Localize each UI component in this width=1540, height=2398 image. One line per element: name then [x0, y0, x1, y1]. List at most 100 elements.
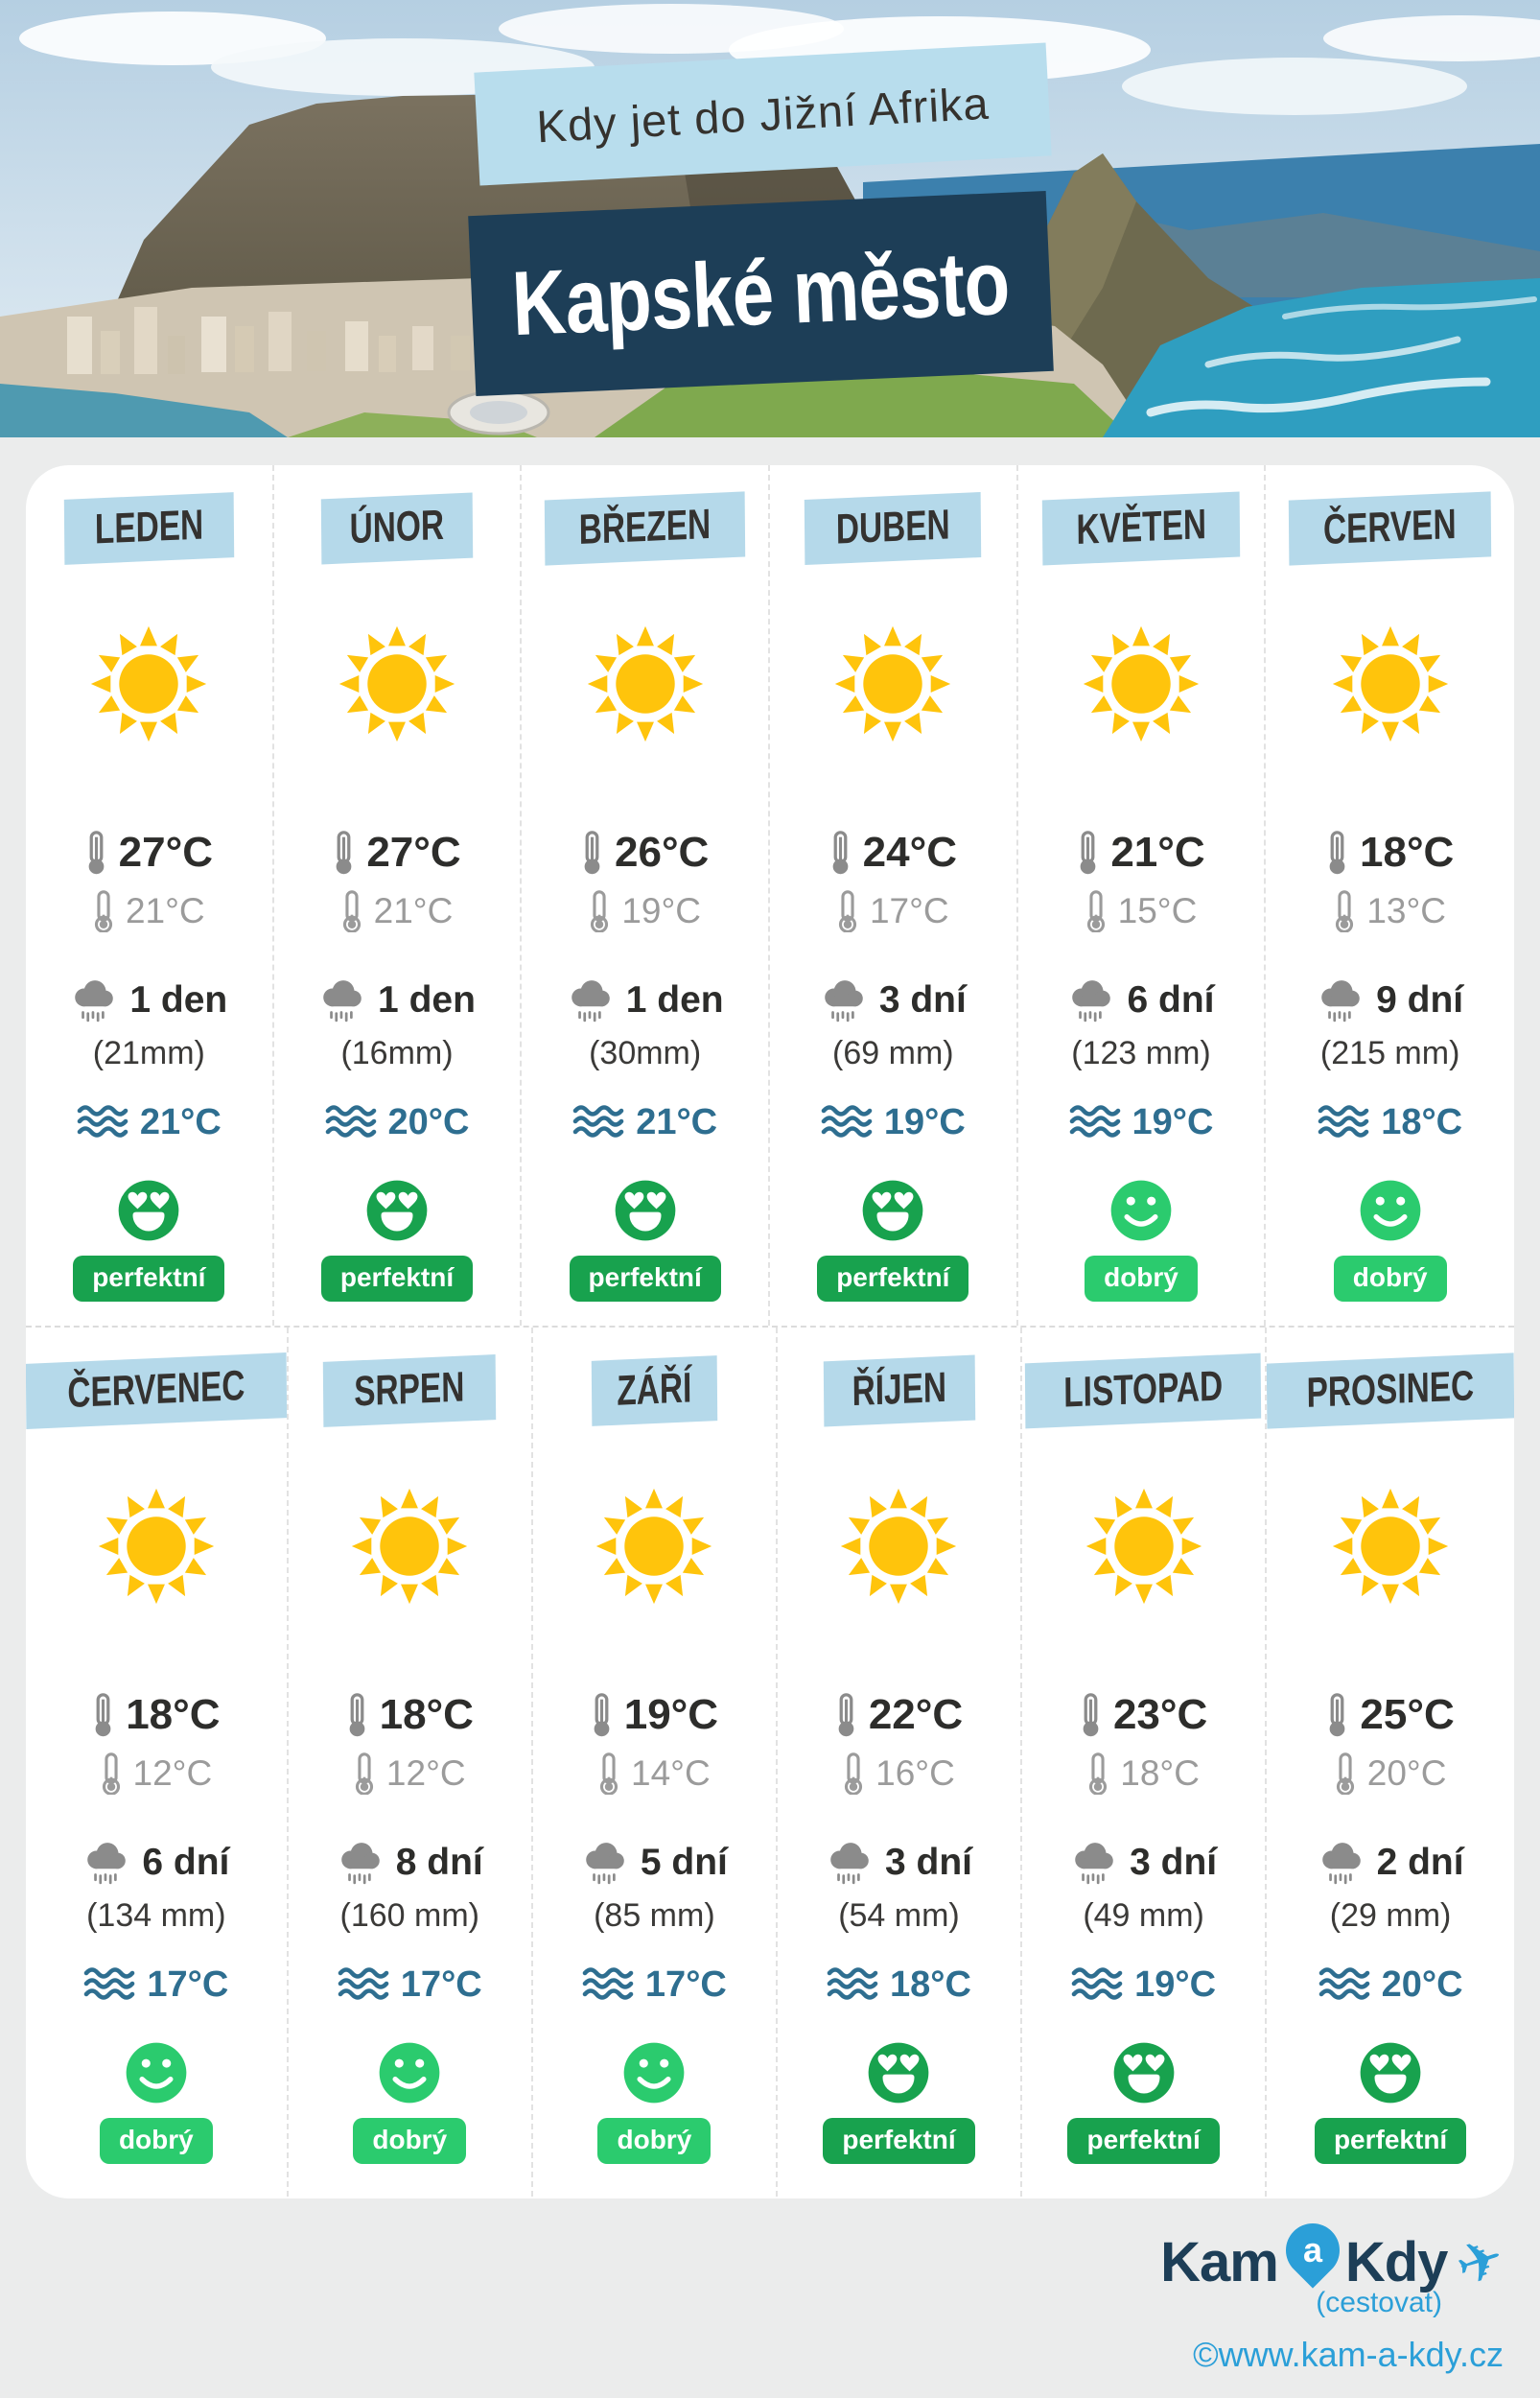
- month-name-label: BŘEZEN: [545, 491, 746, 566]
- sea-temperature: 18°C: [1318, 1098, 1462, 1146]
- heart-eyes-smiley-icon: [869, 2042, 929, 2104]
- sun-icon: [1080, 623, 1202, 745]
- rain-cloud-icon: [323, 980, 362, 1023]
- month-card-září: ZÁŘÍ: [533, 1328, 778, 2197]
- rain-amount: (123 mm): [1071, 1034, 1211, 1071]
- month-card-květen: KVĚTEN: [1018, 465, 1267, 1326]
- rating-badge: dobrý: [99, 2118, 213, 2164]
- thermometer-high-icon: [594, 1693, 610, 1737]
- waves-icon: [572, 1105, 624, 1138]
- mood-smiley-icon: [365, 1179, 429, 1242]
- waves-icon: [77, 1105, 128, 1138]
- mood-smiley-icon: [1109, 1179, 1173, 1242]
- thermometer-high-icon: [349, 1693, 364, 1737]
- rating-badge: dobrý: [1333, 1256, 1447, 1302]
- sea-temperature: 21°C: [77, 1098, 222, 1146]
- rainy-days: 6 dní: [1067, 974, 1215, 1027]
- rating-badge: perfektní: [320, 1256, 474, 1302]
- sun-icon: [1083, 1485, 1205, 1608]
- heart-eyes-smiley-icon: [1113, 2042, 1174, 2104]
- month-card-únor: ÚNOR: [274, 465, 523, 1326]
- month-name-label: DUBEN: [804, 491, 982, 566]
- month-card-srpen: SRPEN: [289, 1328, 533, 2197]
- website-link[interactable]: ©www.kam-a-kdy.cz: [1193, 2335, 1504, 2374]
- mood-smiley-icon: [125, 2041, 188, 2104]
- thermometer-high-icon: [584, 831, 600, 875]
- mood-smiley-icon: [378, 2041, 441, 2104]
- page-title: Kapské město: [510, 231, 1012, 355]
- sea-temperature: 17°C: [83, 1961, 228, 2009]
- rain-amount: (16mm): [340, 1034, 454, 1071]
- sea-temperature: 17°C: [338, 1961, 482, 2009]
- low-temperature: 20°C: [1335, 1750, 1446, 1798]
- rain-amount: (134 mm): [86, 1896, 226, 1934]
- hero-photo: Kdy jet do Jižní Afrika Kapské město: [0, 0, 1540, 437]
- month-name-label: PROSINEC: [1266, 1352, 1514, 1429]
- waves-icon: [582, 1967, 634, 2000]
- sea-temperature: 17°C: [582, 1961, 727, 2009]
- heart-eyes-smiley-icon: [862, 1180, 923, 1241]
- mood-smiley-icon: [117, 1179, 180, 1242]
- low-temperature: 17°C: [837, 887, 949, 935]
- heart-eyes-smiley-icon: [615, 1180, 676, 1241]
- plane-icon: ✈: [1448, 2223, 1513, 2300]
- sun-icon: [348, 1485, 471, 1608]
- low-temperature: 16°C: [843, 1750, 955, 1798]
- thermometer-high-icon: [88, 831, 105, 875]
- rating-badge: perfektní: [823, 2118, 975, 2164]
- low-temperature: 12°C: [101, 1750, 212, 1798]
- high-temperature: 27°C: [333, 826, 461, 880]
- low-temperature: 15°C: [1085, 887, 1197, 935]
- header-title-banner: Kapské město: [468, 190, 1054, 397]
- sun-icon: [831, 623, 954, 745]
- month-card-březen: BŘEZEN: [522, 465, 770, 1326]
- sun-icon: [1329, 1485, 1452, 1608]
- smiley-icon: [624, 2042, 685, 2104]
- thermometer-low-icon: [94, 890, 113, 932]
- smiley-icon: [1360, 1180, 1421, 1241]
- rain-amount: (85 mm): [594, 1896, 715, 1934]
- rain-amount: (54 mm): [838, 1896, 960, 1934]
- thermometer-low-icon: [838, 890, 857, 932]
- sun-icon: [584, 623, 707, 745]
- smiley-icon: [1110, 1180, 1172, 1241]
- rainy-days: 1 den: [70, 974, 227, 1027]
- rainy-days: 2 dní: [1318, 1836, 1464, 1890]
- rainy-days: 3 dní: [826, 1836, 972, 1890]
- mood-smiley-icon: [1359, 2041, 1422, 2104]
- map-pin-icon: a: [1274, 2212, 1351, 2289]
- rain-cloud-icon: [825, 980, 863, 1023]
- rain-amount: (49 mm): [1083, 1896, 1204, 1934]
- rain-amount: (160 mm): [339, 1896, 479, 1934]
- month-name-label: ÚNOR: [320, 492, 473, 565]
- rainy-days: 5 dní: [581, 1836, 728, 1890]
- rain-cloud-icon: [1321, 1843, 1361, 1885]
- rating-badge: dobrý: [597, 2118, 712, 2164]
- month-card-prosinec: PROSINEC: [1266, 1328, 1514, 2197]
- sun-icon: [87, 623, 210, 745]
- thermometer-high-icon: [838, 1693, 854, 1737]
- month-name-label: LISTOPAD: [1025, 1352, 1262, 1429]
- high-temperature: 21°C: [1077, 826, 1205, 880]
- sea-temperature: 20°C: [325, 1098, 469, 1146]
- header-subtitle: Kdy jet do Jižní Afrika: [535, 77, 991, 152]
- high-temperature: 18°C: [92, 1688, 221, 1742]
- rating-badge: perfektní: [569, 1256, 721, 1302]
- kam-a-kdy-logo: Kam a Kdy ✈: [1160, 2212, 1512, 2300]
- thermometer-low-icon: [591, 890, 609, 932]
- thermometer-high-icon: [1329, 831, 1345, 875]
- low-temperature: 21°C: [93, 887, 205, 935]
- rainy-days: 1 den: [318, 974, 476, 1027]
- rainy-days: 8 dní: [337, 1836, 483, 1890]
- waves-icon: [338, 1967, 389, 2000]
- mood-smiley-icon: [867, 2041, 930, 2104]
- waves-icon: [325, 1105, 376, 1138]
- mood-smiley-icon: [614, 1179, 677, 1242]
- thermometer-low-icon: [1089, 1752, 1108, 1795]
- rainy-days: 3 dní: [1070, 1836, 1217, 1890]
- thermometer-low-icon: [1336, 890, 1354, 932]
- thermometer-low-icon: [355, 1752, 373, 1795]
- logo-text-kam: Kam: [1160, 2230, 1279, 2293]
- waves-icon: [1069, 1105, 1120, 1138]
- rain-amount: (29 mm): [1329, 1896, 1452, 1934]
